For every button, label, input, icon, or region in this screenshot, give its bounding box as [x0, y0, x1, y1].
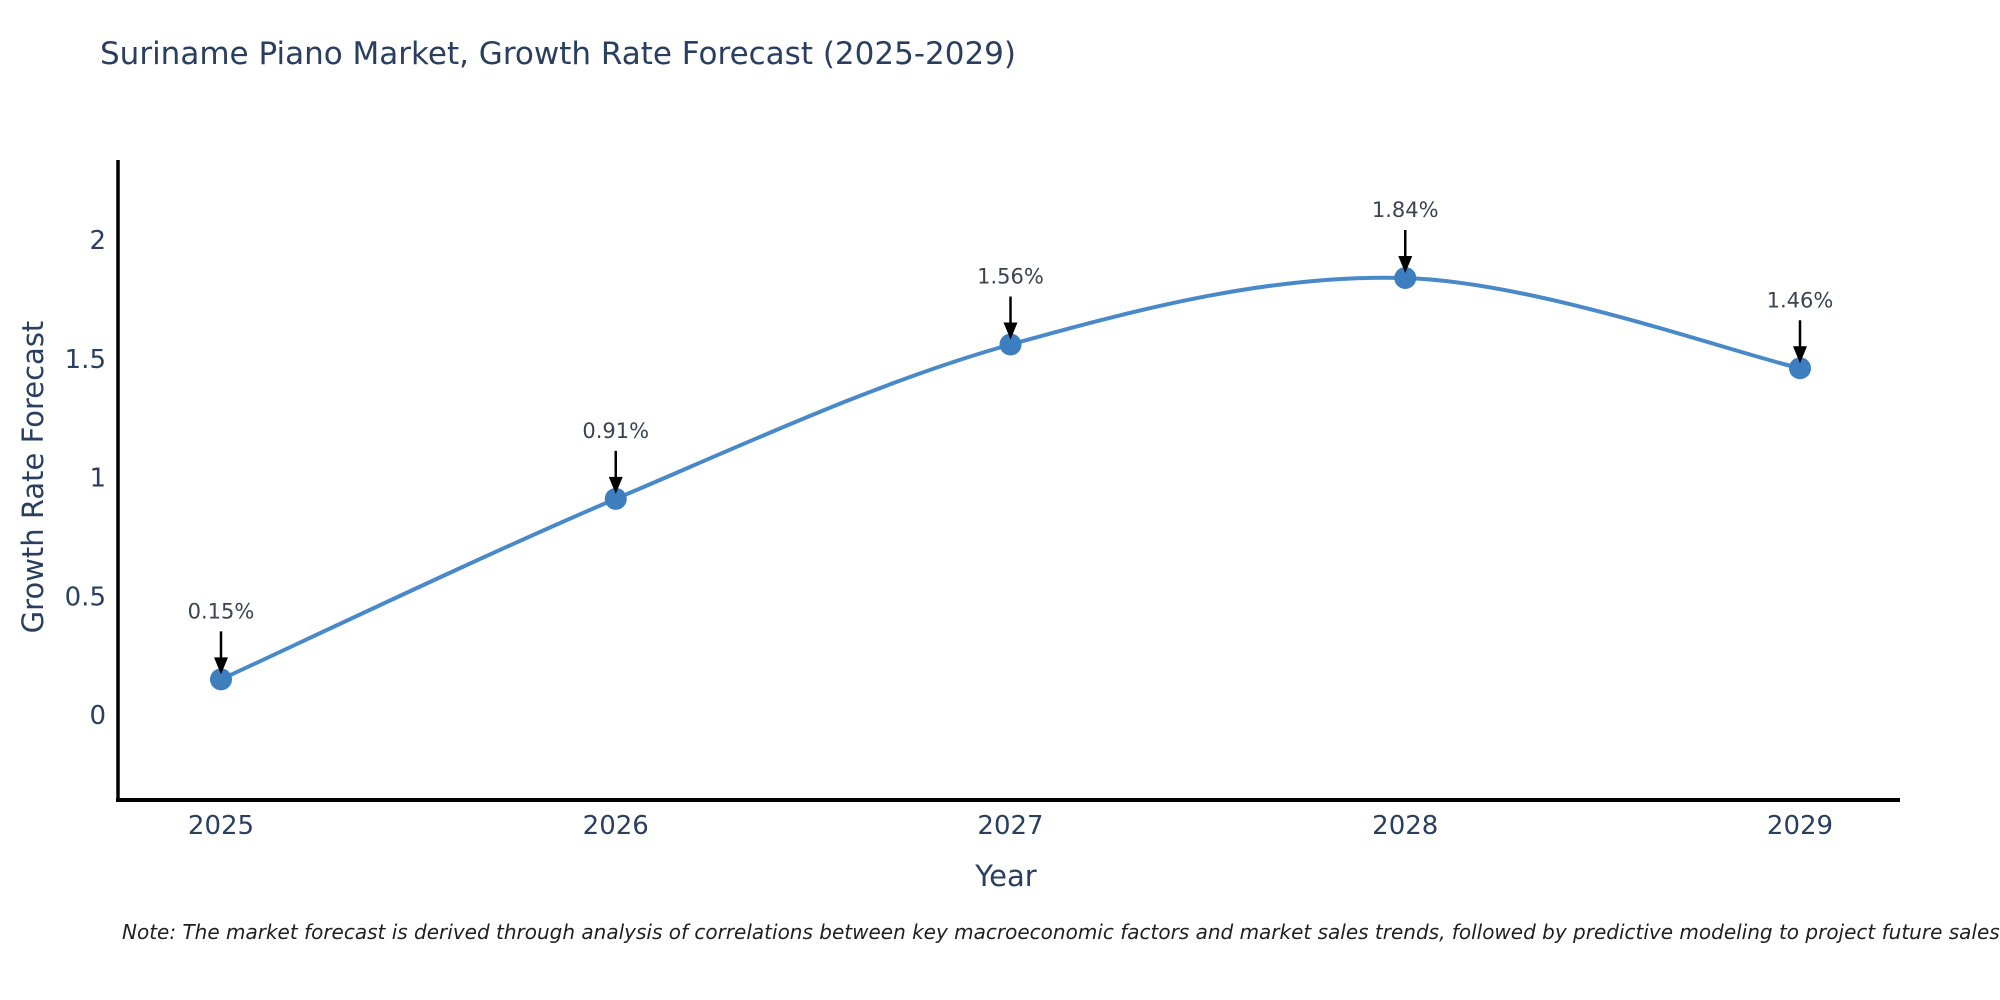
- y-axis-title: Growth Rate Forecast: [16, 320, 50, 634]
- x-tick-label: 2028: [1372, 811, 1438, 841]
- y-tick-label: 2: [89, 226, 106, 256]
- annotation-arrow-head: [1003, 322, 1018, 340]
- data-point-marker[interactable]: [999, 333, 1022, 356]
- x-tick-label: 2026: [583, 811, 649, 841]
- y-tick-label: 1.5: [65, 345, 106, 375]
- annotation-label: 1.46%: [1767, 288, 1834, 312]
- annotation-arrow-head: [1793, 346, 1807, 364]
- x-tick-label: 2029: [1767, 811, 1833, 841]
- annotation-arrow-head: [214, 657, 228, 675]
- x-tick-label: 2027: [977, 811, 1043, 841]
- annotation-label: 1.84%: [1372, 198, 1439, 222]
- data-point-marker[interactable]: [210, 668, 232, 691]
- annotation-label: 1.56%: [977, 265, 1044, 289]
- y-tick-label: 0.5: [65, 582, 106, 612]
- annotation-label: 0.15%: [188, 599, 255, 623]
- annotation-arrow-head: [1398, 256, 1413, 273]
- data-point-marker[interactable]: [604, 487, 627, 510]
- data-point-marker[interactable]: [1394, 267, 1417, 289]
- annotation-arrow-head: [608, 476, 623, 494]
- data-point-marker[interactable]: [1789, 357, 1811, 380]
- footnote: Note: The market forecast is derived thr…: [122, 920, 2000, 944]
- x-tick-label: 2025: [188, 811, 254, 841]
- y-tick-label: 0: [89, 701, 106, 731]
- annotation-label: 0.91%: [582, 419, 649, 443]
- y-tick-label: 1: [89, 464, 106, 494]
- chart-title: Suriname Piano Market, Growth Rate Forec…: [100, 36, 1016, 72]
- x-axis-title: Year: [975, 859, 1037, 893]
